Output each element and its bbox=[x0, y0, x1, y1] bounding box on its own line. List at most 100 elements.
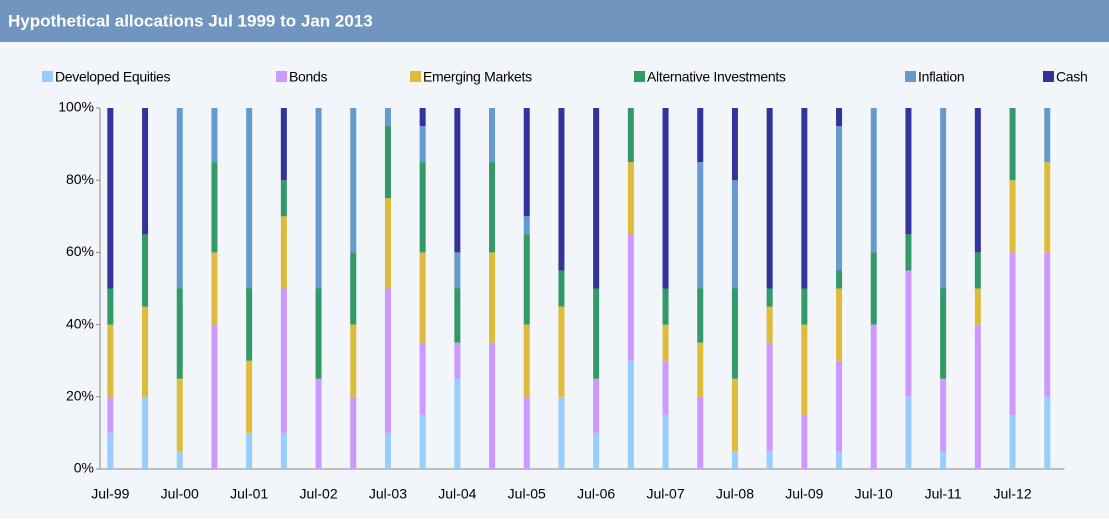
bar-segment bbox=[766, 108, 773, 289]
bar-segment bbox=[662, 108, 669, 289]
bar-segment bbox=[1044, 108, 1051, 163]
bar-segment bbox=[697, 162, 704, 289]
bar-segment bbox=[836, 108, 843, 127]
bar-segment bbox=[974, 108, 981, 253]
bar-segment bbox=[870, 108, 877, 253]
bar-segment bbox=[1009, 180, 1016, 253]
x-tick-label: Jul-10 bbox=[855, 486, 893, 502]
bar-segment bbox=[384, 108, 391, 127]
bar-segment bbox=[593, 108, 600, 289]
bar-segment bbox=[246, 108, 253, 289]
bar-segment bbox=[142, 306, 149, 397]
bar-segment bbox=[280, 108, 287, 181]
bar-segment bbox=[1044, 162, 1051, 253]
bar-segment bbox=[766, 450, 773, 469]
legend-label: Developed Equities bbox=[55, 69, 171, 85]
bar-segment bbox=[419, 414, 426, 469]
bar-segment bbox=[766, 342, 773, 451]
x-tick-label: Jul-08 bbox=[716, 486, 754, 502]
bar-segment bbox=[627, 360, 634, 469]
bar-segment bbox=[107, 396, 114, 433]
bar-segment bbox=[523, 396, 530, 469]
bar-segment bbox=[801, 414, 808, 469]
bar-segment bbox=[1044, 396, 1051, 469]
bar-segment bbox=[419, 342, 426, 415]
legend-label: Inflation bbox=[918, 69, 964, 85]
y-tick-label: 20% bbox=[66, 388, 94, 404]
bar-segment bbox=[558, 396, 565, 469]
legend-swatch bbox=[410, 71, 421, 82]
bar-segment bbox=[1044, 252, 1051, 397]
bar-segment bbox=[940, 450, 947, 469]
bar-segment bbox=[454, 108, 461, 253]
bar-segment bbox=[454, 378, 461, 469]
bar-segment bbox=[836, 288, 843, 361]
bar-segment bbox=[107, 432, 114, 469]
bar-segment bbox=[1009, 414, 1016, 469]
bar-segment bbox=[176, 378, 183, 451]
x-tick-label: Jul-01 bbox=[230, 486, 268, 502]
bar-segment bbox=[384, 126, 391, 199]
legend-swatch bbox=[42, 71, 53, 82]
bar-segment bbox=[142, 396, 149, 469]
x-tick-label: Jul-99 bbox=[91, 486, 129, 502]
bar-segment bbox=[766, 288, 773, 307]
bar-segment bbox=[246, 432, 253, 469]
bar-segment bbox=[384, 288, 391, 433]
y-tick-label: 60% bbox=[66, 243, 94, 259]
legend-label: Bonds bbox=[289, 69, 327, 85]
bar-segment bbox=[836, 270, 843, 289]
bar-segment bbox=[280, 180, 287, 217]
legend-label: Alternative Investments bbox=[647, 69, 786, 85]
bar-segment bbox=[558, 270, 565, 307]
bar-segment bbox=[974, 288, 981, 325]
bar-segment bbox=[905, 234, 912, 271]
bar-segment bbox=[731, 288, 738, 379]
x-tick-label: Jul-04 bbox=[438, 486, 476, 502]
bar-segment bbox=[593, 432, 600, 469]
bar-segment bbox=[350, 108, 357, 253]
bar-segment bbox=[731, 450, 738, 469]
bar-segment bbox=[836, 450, 843, 469]
bar-segment bbox=[489, 108, 496, 163]
bar-segment bbox=[627, 162, 634, 235]
bar-segment bbox=[454, 342, 461, 379]
bar-segment bbox=[593, 288, 600, 379]
y-tick-label: 100% bbox=[58, 99, 94, 115]
legend-swatch bbox=[634, 71, 645, 82]
bar-segment bbox=[454, 252, 461, 289]
bar-segment bbox=[176, 108, 183, 289]
bar-segment bbox=[107, 108, 114, 289]
y-tick-label: 40% bbox=[66, 315, 94, 331]
bar-segment bbox=[593, 378, 600, 433]
bar-segment bbox=[662, 414, 669, 469]
bar-segment bbox=[107, 288, 114, 325]
bar-segment bbox=[905, 108, 912, 235]
bar-segment bbox=[350, 396, 357, 469]
bar-segment bbox=[315, 378, 322, 469]
bar-segment bbox=[523, 216, 530, 235]
x-tick-label: Jul-12 bbox=[993, 486, 1031, 502]
x-tick-label: Jul-07 bbox=[646, 486, 684, 502]
x-tick-label: Jul-09 bbox=[785, 486, 823, 502]
bar-segment bbox=[558, 108, 565, 271]
bar-segment bbox=[107, 324, 114, 397]
bar-segment bbox=[870, 252, 877, 325]
header-bar bbox=[0, 0, 1109, 42]
bar-segment bbox=[280, 432, 287, 469]
bar-segment bbox=[731, 378, 738, 451]
bar-segment bbox=[801, 108, 808, 289]
bar-segment bbox=[489, 252, 496, 343]
x-tick-label: Jul-03 bbox=[369, 486, 407, 502]
bar-segment bbox=[662, 324, 669, 361]
bar-segment bbox=[1009, 108, 1016, 181]
legend-label: Cash bbox=[1056, 69, 1087, 85]
bar-segment bbox=[350, 252, 357, 325]
bar-segment bbox=[142, 108, 149, 235]
bar-segment bbox=[280, 288, 287, 433]
bar-segment bbox=[384, 432, 391, 469]
bar-segment bbox=[211, 252, 218, 325]
bar-segment bbox=[280, 216, 287, 289]
